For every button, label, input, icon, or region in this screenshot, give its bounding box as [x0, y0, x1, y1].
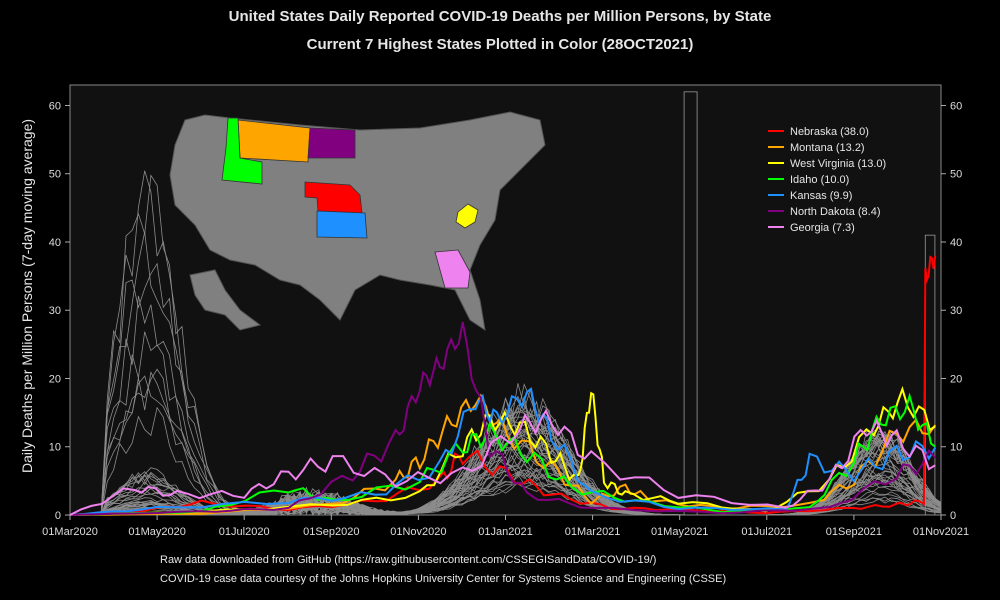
series-line [69, 408, 936, 516]
legend-label: Idaho (10.0) [790, 174, 849, 186]
legend-label: Nebraska (38.0) [790, 126, 869, 138]
x-tick-label: 01Jul2020 [219, 526, 270, 538]
y-tick-label-right: 20 [950, 373, 962, 385]
background-state-spike [683, 91, 698, 515]
chart-subtitle: Current 7 Highest States Plotted in Colo… [306, 36, 694, 53]
y-tick-label: 0 [55, 510, 61, 522]
credit-line-2: COVID-19 case data courtesy of the Johns… [160, 573, 727, 585]
y-tick-label-right: 10 [950, 442, 962, 454]
highlighted-series [69, 255, 937, 516]
y-axis-label: Daily Deaths per Million Persons (7-day … [19, 119, 35, 473]
x-tick-label: 01Sep2020 [303, 526, 359, 538]
x-tick-label: 01Nov2020 [390, 526, 446, 538]
legend: Nebraska (38.0) Montana (13.2) West Virgin… [768, 126, 886, 234]
legend-label: Georgia (7.3) [790, 222, 855, 234]
georgia-state [434, 249, 471, 289]
us-map-inset [169, 111, 546, 332]
y-tick-label: 10 [49, 442, 61, 454]
y-tick-label: 50 [49, 169, 61, 181]
y-tick-label-right: 0 [950, 510, 956, 522]
legend-label: North Dakota (8.4) [790, 206, 880, 218]
series-line [69, 255, 937, 516]
x-tick-label: 01Mar2020 [42, 526, 98, 538]
series-line [69, 392, 936, 516]
y-tick-label-right: 30 [950, 305, 962, 317]
x-tick-label: 01Jan2021 [478, 526, 532, 538]
x-tick-label: 01May2020 [128, 526, 186, 538]
y-tick-label-right: 40 [950, 237, 962, 249]
y-tick-label-right: 60 [950, 100, 962, 112]
west-virginia-state [455, 203, 479, 229]
credit-line-1: Raw data downloaded from GitHub (https:/… [160, 554, 657, 566]
legend-label: Montana (13.2) [790, 142, 865, 154]
north-dakota-state [307, 127, 356, 159]
y-tick-label-right: 50 [950, 169, 962, 181]
x-tick-label: 01Sep2021 [826, 526, 882, 538]
kansas-state [316, 210, 368, 239]
legend-label: West Virginia (13.0) [790, 158, 886, 170]
alaska-shape [189, 269, 262, 331]
idaho-state [221, 117, 263, 185]
x-tick-label: 01Jul2021 [741, 526, 792, 538]
y-tick-label: 30 [49, 305, 61, 317]
y-tick-label: 20 [49, 373, 61, 385]
x-tick-label: 01May2021 [651, 526, 709, 538]
legend-label: Kansas (9.9) [790, 190, 852, 202]
y-tick-label: 60 [49, 100, 61, 112]
x-tick-label: 01Mar2021 [565, 526, 621, 538]
y-tick-label: 40 [49, 237, 61, 249]
x-tick-label: 01Nov2021 [913, 526, 969, 538]
chart-title: United States Daily Reported COVID-19 De… [228, 8, 772, 25]
axes: 0 0 10 10 20 20 30 30 40 40 50 50 60 60 01Mar2020 01May… [42, 100, 969, 538]
background-state-line [70, 430, 942, 516]
series-line [69, 321, 937, 516]
